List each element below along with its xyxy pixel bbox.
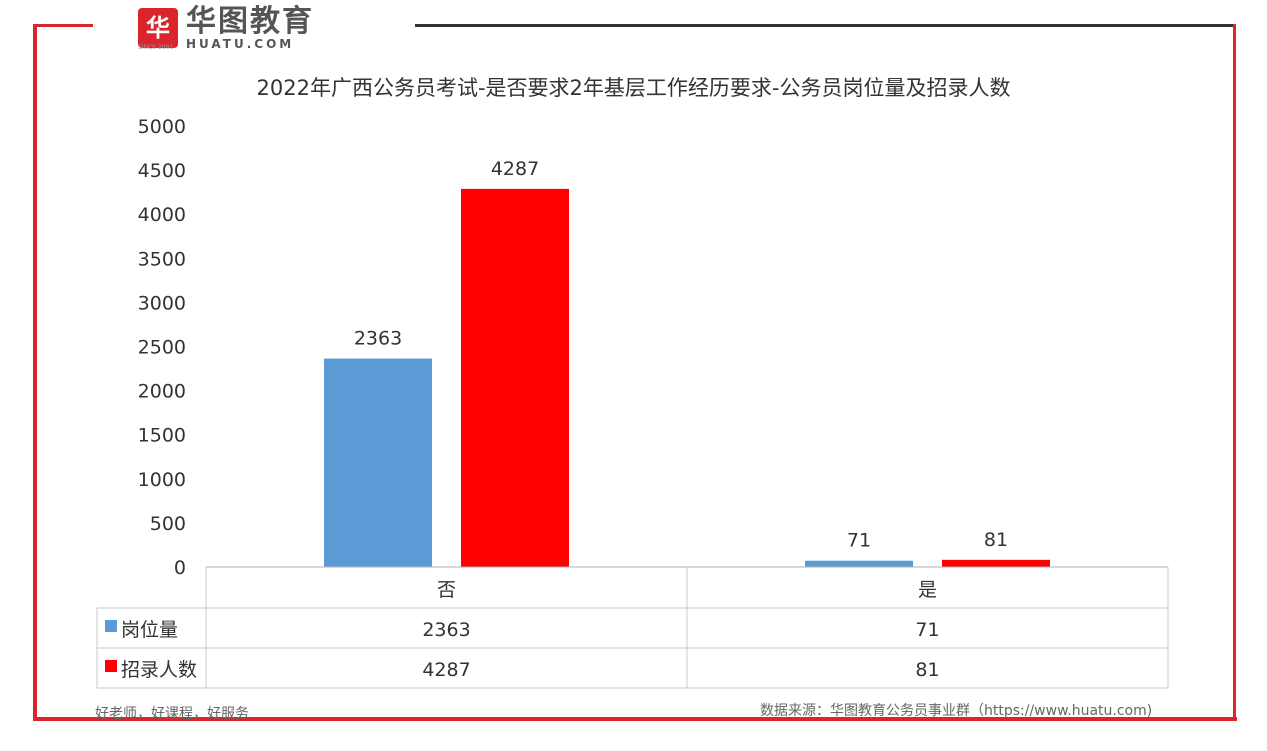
legend-label: 岗位量 bbox=[121, 619, 178, 641]
y-tick-label: 4000 bbox=[138, 204, 186, 226]
y-tick-label: 3000 bbox=[138, 292, 186, 314]
frame-top-rule bbox=[415, 24, 1236, 27]
logo-mark: 华 bbox=[138, 8, 178, 48]
legend-label: 招录人数 bbox=[121, 659, 197, 681]
footer-slogan: 好老师，好课程，好服务 bbox=[95, 706, 249, 722]
bar-招录人数-是 bbox=[942, 559, 1050, 567]
bar-岗位量-否 bbox=[324, 358, 432, 567]
table-value: 81 bbox=[915, 659, 939, 681]
bar-岗位量-是 bbox=[805, 560, 913, 567]
bar-data-label: 81 bbox=[984, 529, 1008, 551]
y-tick-label: 4500 bbox=[138, 160, 186, 182]
y-tick-label: 1500 bbox=[138, 425, 186, 447]
bar-data-label: 4287 bbox=[491, 158, 539, 180]
frame-right bbox=[1233, 24, 1236, 721]
table-value: 71 bbox=[915, 619, 939, 641]
table-value: 4287 bbox=[422, 659, 470, 681]
frame-top-left bbox=[33, 24, 93, 27]
legend-swatch bbox=[105, 660, 117, 672]
logo-name-en: HUATU.COM bbox=[186, 37, 295, 51]
bar-data-label: 71 bbox=[847, 530, 871, 552]
chart-title: 2022年广西公务员考试-是否要求2年基层工作经历要求-公务员岗位量及招录人数 bbox=[256, 76, 1011, 100]
y-tick-label: 2000 bbox=[138, 381, 186, 403]
y-tick-label: 0 bbox=[174, 557, 186, 579]
y-tick-label: 3500 bbox=[138, 248, 186, 270]
category-label: 否 bbox=[437, 579, 456, 601]
bar-招录人数-否 bbox=[461, 188, 569, 567]
huatu-logo: 华 华图教育 HUATU.COM SINCE 2001 bbox=[138, 2, 348, 54]
logo-since: SINCE 2001 bbox=[138, 44, 174, 51]
y-tick-label: 5000 bbox=[138, 116, 186, 138]
footer-source: 数据来源：华图教育公务员事业群（https://www.huatu.com) bbox=[760, 703, 1153, 719]
frame-bottom bbox=[33, 717, 1237, 721]
bar-data-label: 2363 bbox=[354, 328, 402, 350]
y-tick-label: 2500 bbox=[138, 337, 186, 359]
legend-swatch bbox=[105, 620, 117, 632]
category-label: 是 bbox=[918, 579, 937, 601]
table-value: 2363 bbox=[422, 619, 470, 641]
logo-name-cn: 华图教育 bbox=[186, 4, 314, 39]
y-tick-label: 500 bbox=[150, 513, 186, 535]
y-tick-label: 1000 bbox=[138, 469, 186, 491]
frame-left bbox=[33, 24, 37, 720]
